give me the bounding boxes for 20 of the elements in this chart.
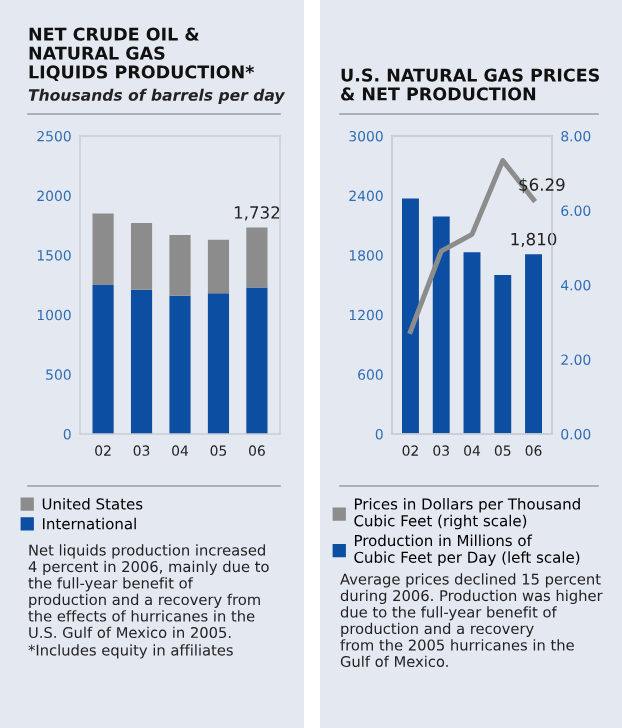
data-label: $6.29 (519, 178, 565, 194)
bar (525, 254, 542, 434)
bar (432, 216, 450, 434)
bar (246, 287, 268, 434)
chart-title: NET CRUDE OIL & NATURAL GAS LIQUIDS PRODUCTION* (29, 27, 255, 81)
bar (92, 213, 114, 285)
total-label: 1,732 (234, 206, 280, 221)
bar (169, 234, 191, 296)
bar (246, 227, 268, 288)
bar (92, 285, 114, 434)
bar (207, 239, 230, 294)
chart-title: U.S. NATURAL GAS PRICES & NET PRODUCTION (341, 68, 599, 101)
bar (130, 289, 153, 434)
bar (169, 295, 191, 434)
bar (402, 198, 419, 434)
data-label: 1,810 (511, 232, 557, 248)
bar (463, 252, 481, 434)
bar (494, 275, 512, 434)
bar (130, 223, 153, 290)
bar (207, 293, 230, 434)
